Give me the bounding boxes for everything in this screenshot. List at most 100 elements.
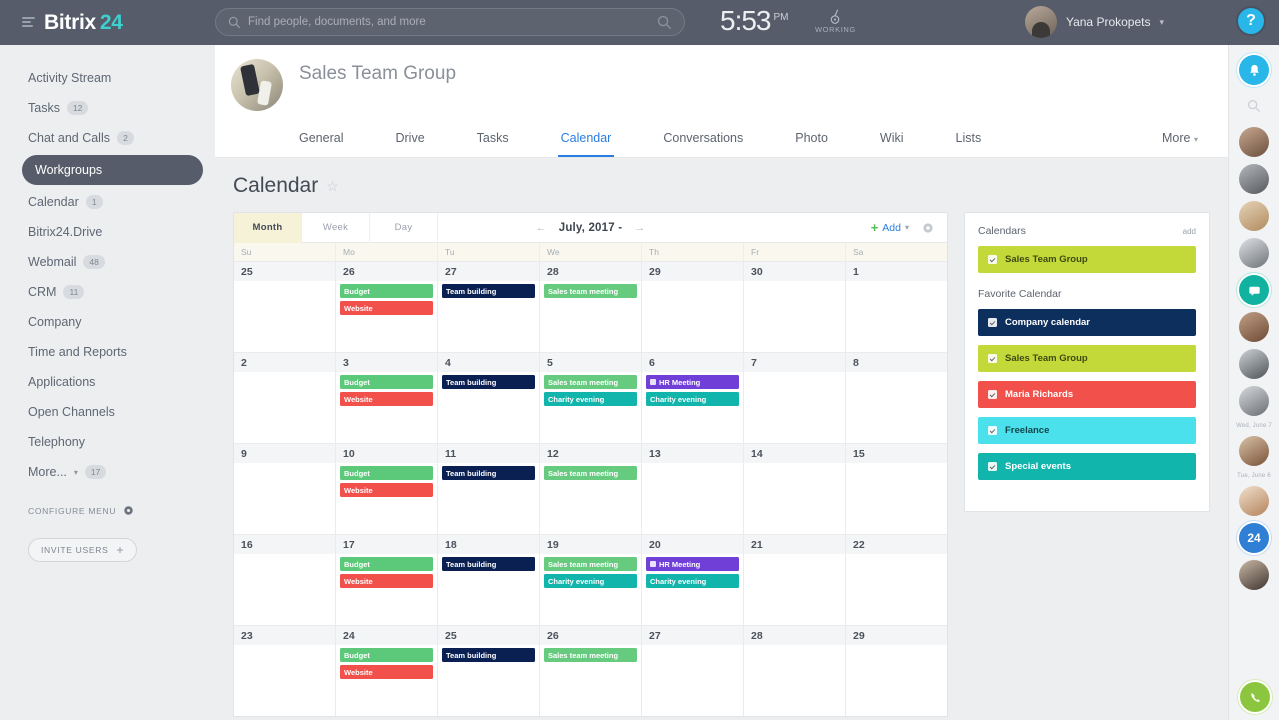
- calendar-day-cell[interactable]: 16: [234, 535, 336, 625]
- calendar-day-cell[interactable]: 12 Sales team meeting: [540, 444, 642, 534]
- calendar-day-cell[interactable]: 21: [744, 535, 846, 625]
- calendar-event[interactable]: Website: [340, 301, 433, 315]
- invite-users-button[interactable]: INVITE USERS +: [28, 538, 138, 562]
- calendar-day-cell[interactable]: 4 Team building: [438, 353, 540, 443]
- rail-avatar[interactable]: [1239, 560, 1269, 590]
- bitrix24-logo[interactable]: Bitrix 24: [22, 11, 123, 35]
- calendar-day-cell[interactable]: 15: [846, 444, 947, 534]
- favorite-calendar-item[interactable]: Special events: [978, 453, 1196, 480]
- calendar-event[interactable]: Budget: [340, 375, 433, 389]
- help-button[interactable]: ?: [1236, 6, 1266, 36]
- sidebar-item-company[interactable]: Company: [0, 307, 215, 337]
- rail-avatar[interactable]: [1239, 312, 1269, 342]
- tab-more[interactable]: More ▾: [1162, 125, 1198, 157]
- calendar-event[interactable]: Budget: [340, 557, 433, 571]
- sidebar-item-tasks[interactable]: Tasks 12: [0, 93, 215, 123]
- calendar-event[interactable]: Sales team meeting: [544, 557, 637, 571]
- calendar-day-cell[interactable]: 7: [744, 353, 846, 443]
- sidebar-item-more[interactable]: More... ▾ 17: [0, 457, 215, 487]
- view-button-week[interactable]: Week: [302, 212, 370, 243]
- checkbox-icon[interactable]: [988, 255, 997, 264]
- calendar-day-cell[interactable]: 28 Sales team meeting: [540, 262, 642, 352]
- calendar-day-cell[interactable]: 24 Budget Website: [336, 626, 438, 716]
- calendar-day-cell[interactable]: 14: [744, 444, 846, 534]
- favorite-calendar-item[interactable]: Sales Team Group: [978, 345, 1196, 372]
- chat-icon[interactable]: [1239, 275, 1269, 305]
- view-button-day[interactable]: Day: [370, 212, 438, 243]
- tab-tasks[interactable]: Tasks: [476, 131, 509, 145]
- calendar-event[interactable]: Team building: [442, 466, 535, 480]
- checkbox-icon[interactable]: [988, 426, 997, 435]
- calendar-day-cell[interactable]: 6 HR Meeting Charity evening: [642, 353, 744, 443]
- menu-toggle-icon[interactable]: [22, 15, 35, 29]
- checkbox-icon[interactable]: [988, 462, 997, 471]
- rail-avatar[interactable]: [1239, 349, 1269, 379]
- calendar-event[interactable]: Team building: [442, 284, 535, 298]
- favorite-calendar-item[interactable]: Freelance: [978, 417, 1196, 444]
- prev-month-button[interactable]: ←: [535, 221, 547, 234]
- notifications-bell-icon[interactable]: [1239, 55, 1269, 85]
- calendar-day-cell[interactable]: 26 Sales team meeting: [540, 626, 642, 716]
- calendar-event[interactable]: HR Meeting: [646, 375, 739, 389]
- calendar-event[interactable]: Website: [340, 574, 433, 588]
- calendar-event[interactable]: Sales team meeting: [544, 648, 637, 662]
- calendar-day-cell[interactable]: 25: [234, 262, 336, 352]
- sidebar-item-open-channels[interactable]: Open Channels: [0, 397, 215, 427]
- calendar-day-cell[interactable]: 3 Budget Website: [336, 353, 438, 443]
- sidebar-item-calendar[interactable]: Calendar 1: [0, 187, 215, 217]
- phone-icon[interactable]: [1240, 682, 1270, 712]
- tab-photo[interactable]: Photo: [795, 131, 828, 145]
- sidebar-item-crm[interactable]: CRM 11: [0, 277, 215, 307]
- tab-lists[interactable]: Lists: [955, 131, 982, 145]
- calendar-event[interactable]: Website: [340, 665, 433, 679]
- calendar-day-cell[interactable]: 20 HR Meeting Charity evening: [642, 535, 744, 625]
- add-calendar-link[interactable]: add: [1182, 227, 1196, 236]
- work-status[interactable]: WORKING: [815, 8, 856, 34]
- checkbox-icon[interactable]: [988, 318, 997, 327]
- rail-avatar[interactable]: [1239, 486, 1269, 516]
- checkbox-icon[interactable]: [988, 354, 997, 363]
- tab-conversations[interactable]: Conversations: [663, 131, 744, 145]
- star-icon[interactable]: ☆: [326, 177, 339, 194]
- view-button-month[interactable]: Month: [234, 212, 302, 243]
- configure-menu-button[interactable]: CONFIGURE MENU: [28, 505, 215, 516]
- calendar-day-cell[interactable]: 26 Budget Website: [336, 262, 438, 352]
- calendar-day-cell[interactable]: 29: [846, 626, 947, 716]
- calendar-day-cell[interactable]: 22: [846, 535, 947, 625]
- rail-avatar[interactable]: [1239, 127, 1269, 157]
- sidebar-item-bitrix24-drive[interactable]: Bitrix24.Drive: [0, 217, 215, 247]
- search-submit-icon[interactable]: [657, 15, 672, 30]
- calendar-day-cell[interactable]: 28: [744, 626, 846, 716]
- calendar-event[interactable]: Charity evening: [544, 574, 637, 588]
- calendar-event[interactable]: Team building: [442, 557, 535, 571]
- rail-avatar[interactable]: [1239, 436, 1269, 466]
- calendar-event[interactable]: Sales team meeting: [544, 466, 637, 480]
- rail-avatar[interactable]: [1239, 238, 1269, 268]
- search-input[interactable]: [248, 16, 657, 28]
- calendar-event[interactable]: Charity evening: [646, 392, 739, 406]
- calendar-event[interactable]: Website: [340, 483, 433, 497]
- calendar-day-cell[interactable]: 18 Team building: [438, 535, 540, 625]
- checkbox-icon[interactable]: [988, 390, 997, 399]
- calendar-day-cell[interactable]: 2: [234, 353, 336, 443]
- settings-gear-icon[interactable]: [922, 222, 934, 234]
- sidebar-item-chat-and-calls[interactable]: Chat and Calls 2: [0, 123, 215, 153]
- calendar-day-cell[interactable]: 27 Team building: [438, 262, 540, 352]
- next-month-button[interactable]: →: [634, 221, 646, 234]
- rail-search-icon[interactable]: [1240, 92, 1268, 120]
- calendar-day-cell[interactable]: 25 Team building: [438, 626, 540, 716]
- rail-avatar[interactable]: [1239, 386, 1269, 416]
- sidebar-item-applications[interactable]: Applications: [0, 367, 215, 397]
- calendar-day-cell[interactable]: 9: [234, 444, 336, 534]
- add-event-button[interactable]: + Add ▾: [871, 221, 909, 234]
- sidebar-item-time-and-reports[interactable]: Time and Reports: [0, 337, 215, 367]
- calendar-event[interactable]: Budget: [340, 284, 433, 298]
- tab-wiki[interactable]: Wiki: [879, 131, 904, 145]
- favorite-calendar-item[interactable]: Maria Richards: [978, 381, 1196, 408]
- calendar-day-cell[interactable]: 1: [846, 262, 947, 352]
- calendar-day-cell[interactable]: 29: [642, 262, 744, 352]
- bitrix24-badge[interactable]: 24: [1239, 523, 1269, 553]
- tab-calendar[interactable]: Calendar: [557, 125, 615, 157]
- tab-drive[interactable]: Drive: [395, 131, 425, 145]
- sidebar-item-workgroups[interactable]: Workgroups: [22, 155, 203, 185]
